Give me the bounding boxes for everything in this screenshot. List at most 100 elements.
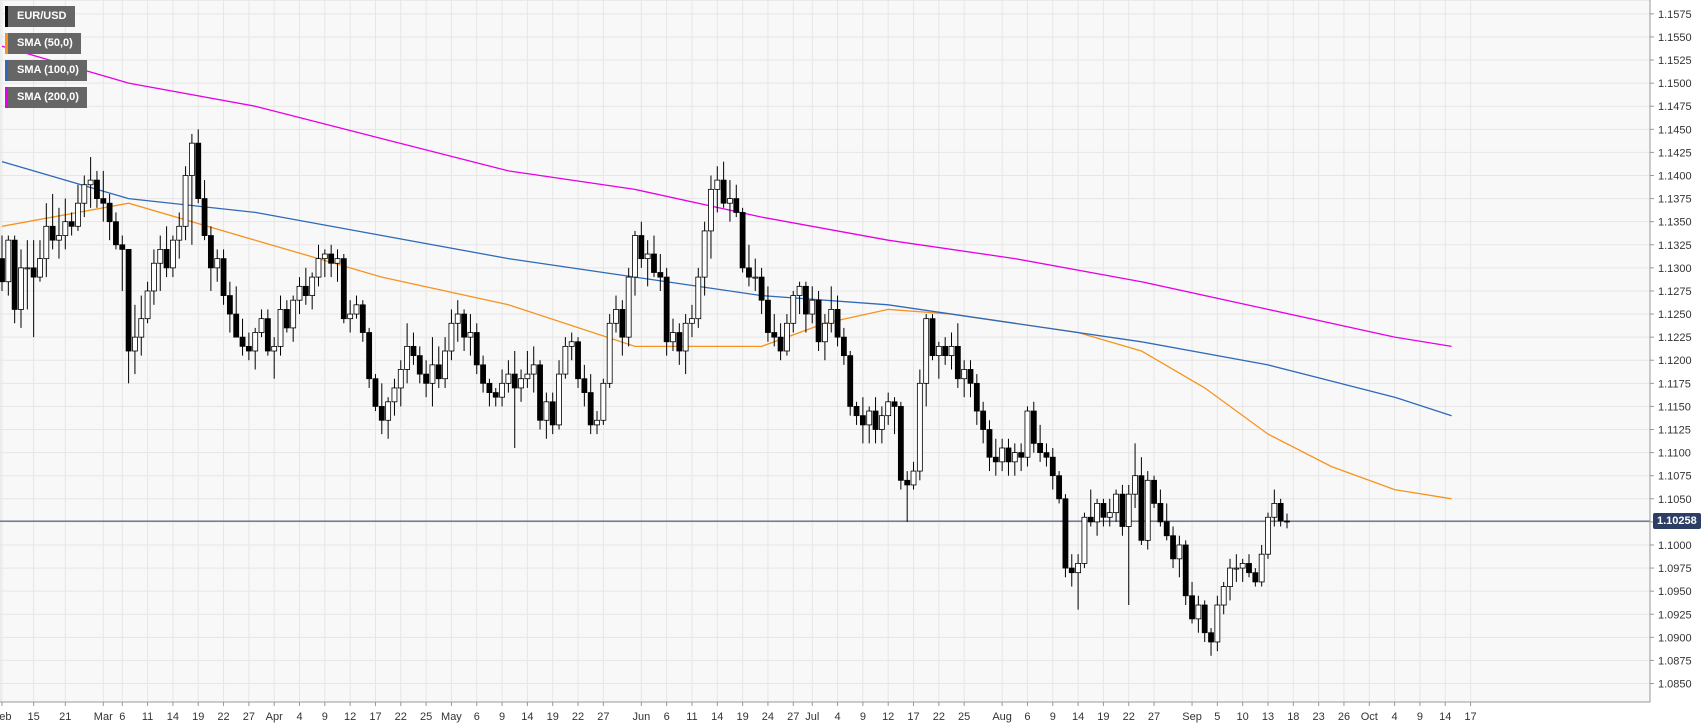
- candle-bearish: [1157, 503, 1164, 523]
- candle: [62, 198, 69, 250]
- candle-bullish: [556, 373, 562, 426]
- candle: [1214, 595, 1221, 652]
- candle-bullish: [56, 235, 62, 241]
- candle: [195, 129, 202, 204]
- candle-bearish: [973, 382, 980, 412]
- x-tick-label: 22: [1123, 711, 1135, 723]
- candle: [568, 332, 575, 361]
- candle: [784, 314, 790, 356]
- candle: [961, 360, 968, 398]
- candle: [897, 401, 904, 490]
- candle-bearish: [777, 336, 784, 352]
- candle-bearish: [119, 244, 126, 250]
- candle: [1043, 443, 1050, 467]
- candle: [543, 392, 550, 439]
- candle: [435, 346, 442, 388]
- candle-bullish: [1094, 503, 1100, 523]
- candle-bullish: [1132, 475, 1138, 495]
- x-tick-label: 15: [28, 711, 40, 723]
- candle: [992, 438, 999, 476]
- candle: [1252, 568, 1259, 587]
- candle: [56, 207, 62, 259]
- x-tick-label: Jul: [805, 711, 819, 723]
- candle: [885, 392, 892, 425]
- candle-bearish: [511, 373, 518, 389]
- candle: [638, 221, 645, 268]
- candle-bearish: [302, 285, 309, 296]
- x-tick-label: 14: [521, 711, 533, 723]
- candle: [530, 346, 537, 393]
- x-tick-label: 5: [1214, 711, 1220, 723]
- candle: [334, 249, 341, 282]
- candle: [777, 323, 784, 361]
- candle-bearish: [207, 235, 214, 269]
- candle: [163, 226, 170, 278]
- grid: [0, 0, 1650, 702]
- legend-item-sma-100[interactable]: SMA (100,0): [5, 60, 87, 81]
- candle-bearish: [537, 364, 543, 421]
- candle-bearish: [1284, 520, 1290, 523]
- candle: [1081, 512, 1088, 569]
- candle-bullish: [613, 309, 619, 324]
- candle: [277, 295, 284, 356]
- legend-item-sma-50[interactable]: SMA (50,0): [5, 33, 81, 54]
- x-tick-label: 27: [1148, 711, 1160, 723]
- candle-bullish: [948, 345, 955, 357]
- candle-bearish: [1151, 479, 1157, 504]
- y-tick-label: 1.1375: [1658, 194, 1692, 206]
- candle-bearish: [1182, 544, 1189, 597]
- candle: [600, 378, 607, 425]
- candle-bearish: [410, 345, 417, 357]
- candle: [682, 314, 689, 375]
- candle: [119, 235, 126, 291]
- candle: [11, 235, 18, 324]
- candle: [43, 203, 50, 278]
- candle-bullish: [562, 345, 569, 375]
- candle-bullish: [600, 382, 607, 421]
- candle: [1056, 471, 1063, 504]
- candle-bullish: [822, 322, 828, 343]
- candle-bullish: [1075, 563, 1081, 574]
- x-tick-label: Mar: [94, 711, 113, 723]
- x-tick-label: Apr: [266, 711, 283, 723]
- x-tick-label: 27: [597, 711, 609, 723]
- x-tick-label: 26: [1338, 711, 1350, 723]
- candle-bearish: [954, 345, 961, 380]
- candle-bullish: [151, 262, 157, 292]
- candle: [1157, 489, 1164, 527]
- candle-bearish: [575, 341, 581, 380]
- candle-bearish: [803, 285, 809, 315]
- candle: [49, 193, 56, 250]
- candle: [803, 281, 809, 333]
- candle-bullish: [530, 364, 537, 375]
- x-tick-label: 17: [1464, 711, 1476, 723]
- candle: [1239, 558, 1246, 582]
- candle-bearish: [967, 369, 974, 384]
- candle-bearish: [904, 479, 911, 486]
- x-tick-label: 19: [736, 711, 748, 723]
- y-tick-label: 1.1075: [1658, 471, 1692, 483]
- candle: [758, 267, 765, 315]
- legend-item-sma-200[interactable]: SMA (200,0): [5, 87, 87, 108]
- candle: [1189, 581, 1195, 624]
- candle: [170, 235, 176, 278]
- y-tick-label: 1.1350: [1658, 217, 1692, 229]
- candle-bearish: [1030, 410, 1037, 444]
- candle-bullish: [1227, 567, 1233, 587]
- candle: [562, 337, 569, 379]
- candle-bearish: [1018, 452, 1025, 458]
- candle: [271, 337, 278, 379]
- legend-item-eurusd[interactable]: EUR/USD: [5, 6, 75, 27]
- candle-bearish: [986, 429, 993, 458]
- x-tick-label: 14: [1439, 711, 1451, 723]
- candle-bearish: [233, 313, 240, 338]
- candle-bearish: [581, 378, 588, 393]
- candle: [733, 184, 740, 218]
- candle: [739, 207, 746, 273]
- candle: [720, 161, 727, 208]
- sma-200-line: [1, 45, 1452, 348]
- candle: [752, 258, 759, 291]
- candle: [423, 360, 430, 398]
- candle-bearish: [872, 410, 879, 430]
- candle: [245, 332, 252, 361]
